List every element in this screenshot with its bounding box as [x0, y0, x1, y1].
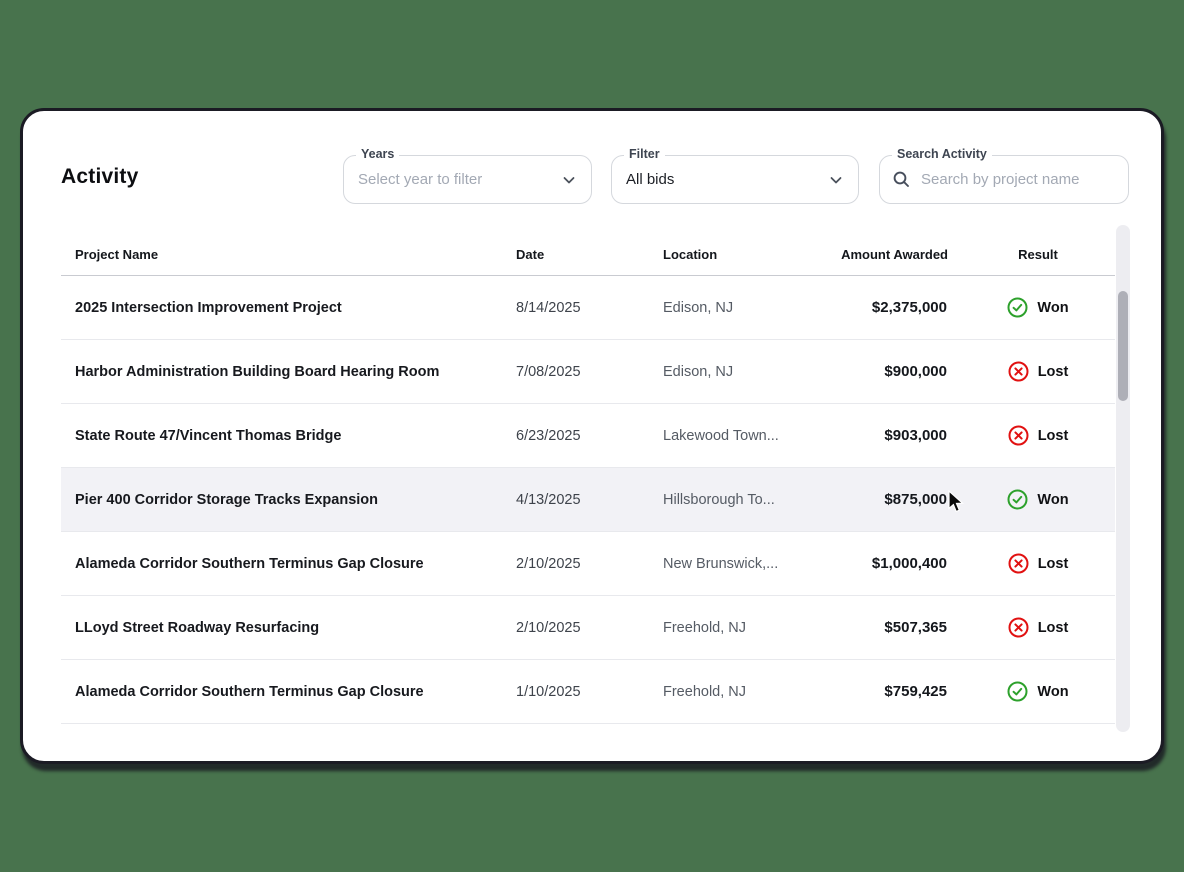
result-badge: Won	[1007, 681, 1069, 702]
bid-filter-dropdown[interactable]: Filter All bids	[611, 147, 859, 204]
result-badge: Won	[1007, 489, 1069, 510]
years-dropdown[interactable]: Years Select year to filter	[343, 147, 592, 204]
result-badge: Lost	[1008, 617, 1069, 638]
table-row[interactable]: State Route 47/Vincent Thomas Bridge 6/2…	[61, 404, 1115, 468]
years-dropdown-label: Years	[356, 147, 400, 161]
table-row[interactable]: Harbor Administration Building Board Hea…	[61, 340, 1115, 404]
years-dropdown-placeholder: Select year to filter	[358, 171, 483, 188]
check-circle-icon	[1007, 489, 1028, 510]
result-label: Won	[1037, 683, 1069, 700]
table-row[interactable]: LLoyd Street Roadway Resurfacing 2/10/20…	[61, 596, 1115, 660]
bid-filter-label: Filter	[624, 147, 665, 161]
table-row[interactable]: Pier 400 Corridor Storage Tracks Expansi…	[61, 468, 1115, 532]
check-circle-icon	[1007, 297, 1028, 318]
search-icon	[892, 170, 911, 189]
project-name-cell: 2025 Intersection Improvement Project	[75, 299, 342, 316]
result-label: Lost	[1037, 427, 1069, 444]
column-header-project-name: Project Name	[75, 246, 159, 262]
result-cell: Lost	[961, 361, 1115, 382]
date-cell: 1/10/2025	[516, 683, 581, 700]
date-cell: 7/08/2025	[516, 363, 581, 380]
column-header-amount-awarded: Amount Awarded	[841, 246, 948, 262]
amount-awarded-cell: $2,375,000	[871, 299, 947, 316]
project-name-cell: State Route 47/Vincent Thomas Bridge	[75, 427, 342, 444]
result-cell: Lost	[961, 425, 1115, 446]
table-header-row: Project Name Date Location Amount Awarde…	[61, 233, 1115, 276]
project-name-cell: Alameda Corridor Southern Terminus Gap C…	[75, 683, 424, 700]
page-title: Activity	[61, 165, 139, 188]
location-cell: Freehold, NJ	[663, 619, 747, 636]
location-cell: Hillsborough To...	[663, 491, 775, 508]
x-circle-icon	[1008, 553, 1029, 574]
result-cell: Lost	[961, 553, 1115, 574]
amount-awarded-cell: $1,000,400	[871, 555, 947, 572]
table-row[interactable]: Alameda Corridor Southern Terminus Gap C…	[61, 660, 1115, 724]
column-header-date: Date	[516, 246, 545, 262]
result-cell: Won	[961, 297, 1115, 318]
location-cell: New Brunswick,...	[663, 555, 779, 572]
chevron-down-icon	[561, 172, 577, 188]
x-circle-icon	[1008, 361, 1029, 382]
location-cell: Lakewood Town...	[663, 427, 779, 444]
activity-table: Project Name Date Location Amount Awarde…	[61, 233, 1115, 724]
result-label: Won	[1037, 491, 1069, 508]
table-scrollbar-thumb[interactable]	[1118, 291, 1128, 401]
result-label: Lost	[1037, 619, 1069, 636]
check-circle-icon	[1007, 681, 1028, 702]
result-cell: Won	[961, 489, 1115, 510]
result-label: Won	[1037, 299, 1069, 316]
amount-awarded-cell: $875,000	[884, 491, 947, 508]
location-cell: Freehold, NJ	[663, 683, 747, 700]
table-body: 2025 Intersection Improvement Project 8/…	[61, 276, 1115, 724]
location-cell: Edison, NJ	[663, 363, 734, 380]
date-cell: 2/10/2025	[516, 555, 581, 572]
result-label: Lost	[1037, 363, 1069, 380]
date-cell: 8/14/2025	[516, 299, 581, 316]
column-header-result: Result	[1018, 246, 1058, 262]
result-badge: Lost	[1008, 553, 1069, 574]
date-cell: 2/10/2025	[516, 619, 581, 636]
amount-awarded-cell: $903,000	[884, 427, 947, 444]
chevron-down-icon	[828, 172, 844, 188]
result-badge: Lost	[1008, 425, 1069, 446]
location-cell: Edison, NJ	[663, 299, 734, 316]
amount-awarded-cell: $900,000	[884, 363, 947, 380]
date-cell: 4/13/2025	[516, 491, 581, 508]
column-header-location: Location	[663, 246, 718, 262]
date-cell: 6/23/2025	[516, 427, 581, 444]
x-circle-icon	[1008, 617, 1029, 638]
result-badge: Lost	[1008, 361, 1069, 382]
amount-awarded-cell: $759,425	[884, 683, 947, 700]
x-circle-icon	[1008, 425, 1029, 446]
project-name-cell: Pier 400 Corridor Storage Tracks Expansi…	[75, 491, 379, 508]
amount-awarded-cell: $507,365	[884, 619, 947, 636]
activity-panel: Activity Years Select year to filter Fil…	[20, 108, 1164, 764]
search-activity-label: Search Activity	[892, 147, 992, 161]
table-row[interactable]: 2025 Intersection Improvement Project 8/…	[61, 276, 1115, 340]
project-name-cell: Harbor Administration Building Board Hea…	[75, 363, 440, 380]
table-scrollbar-track[interactable]	[1116, 225, 1130, 732]
result-label: Lost	[1037, 555, 1069, 572]
result-cell: Won	[961, 681, 1115, 702]
project-name-cell: Alameda Corridor Southern Terminus Gap C…	[75, 555, 424, 572]
result-cell: Lost	[961, 617, 1115, 638]
result-badge: Won	[1007, 297, 1069, 318]
search-input[interactable]	[921, 171, 1116, 188]
search-activity-field: Search Activity	[879, 147, 1129, 204]
project-name-cell: LLoyd Street Roadway Resurfacing	[75, 619, 320, 636]
table-row[interactable]: Alameda Corridor Southern Terminus Gap C…	[61, 532, 1115, 596]
bid-filter-value: All bids	[626, 171, 675, 188]
